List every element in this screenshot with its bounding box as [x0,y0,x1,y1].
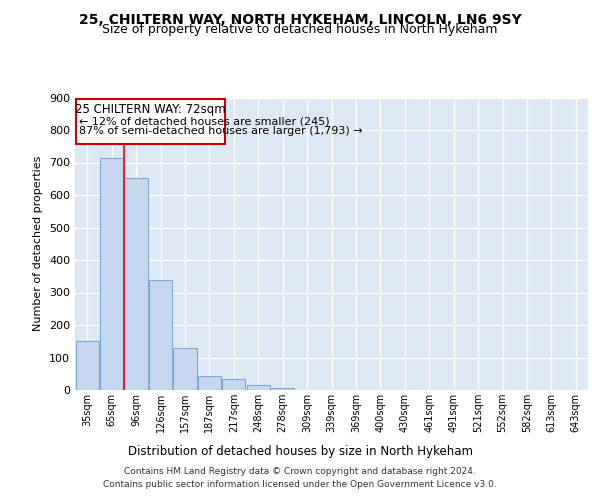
Bar [198,376,221,390]
Text: 87% of semi-detached houses are larger (1,793) →: 87% of semi-detached houses are larger (… [79,126,362,136]
Bar [76,340,99,390]
Bar [247,386,270,390]
Text: 25, CHILTERN WAY, NORTH HYKEHAM, LINCOLN, LN6 9SY: 25, CHILTERN WAY, NORTH HYKEHAM, LINCOLN… [79,12,521,26]
Bar [76,99,225,144]
Text: Contains public sector information licensed under the Open Government Licence v3: Contains public sector information licen… [103,480,497,489]
Bar [100,158,123,390]
Text: 25 CHILTERN WAY: 72sqm: 25 CHILTERN WAY: 72sqm [75,103,226,116]
Text: ← 12% of detached houses are smaller (245): ← 12% of detached houses are smaller (24… [79,116,329,126]
Bar [124,178,148,390]
Text: Distribution of detached houses by size in North Hykeham: Distribution of detached houses by size … [128,444,473,458]
Bar [271,388,294,390]
Bar [173,348,197,390]
Text: Contains HM Land Registry data © Crown copyright and database right 2024.: Contains HM Land Registry data © Crown c… [124,467,476,476]
Bar [222,380,245,390]
Bar [149,280,172,390]
Y-axis label: Number of detached properties: Number of detached properties [34,156,43,332]
Text: Size of property relative to detached houses in North Hykeham: Size of property relative to detached ho… [102,24,498,36]
